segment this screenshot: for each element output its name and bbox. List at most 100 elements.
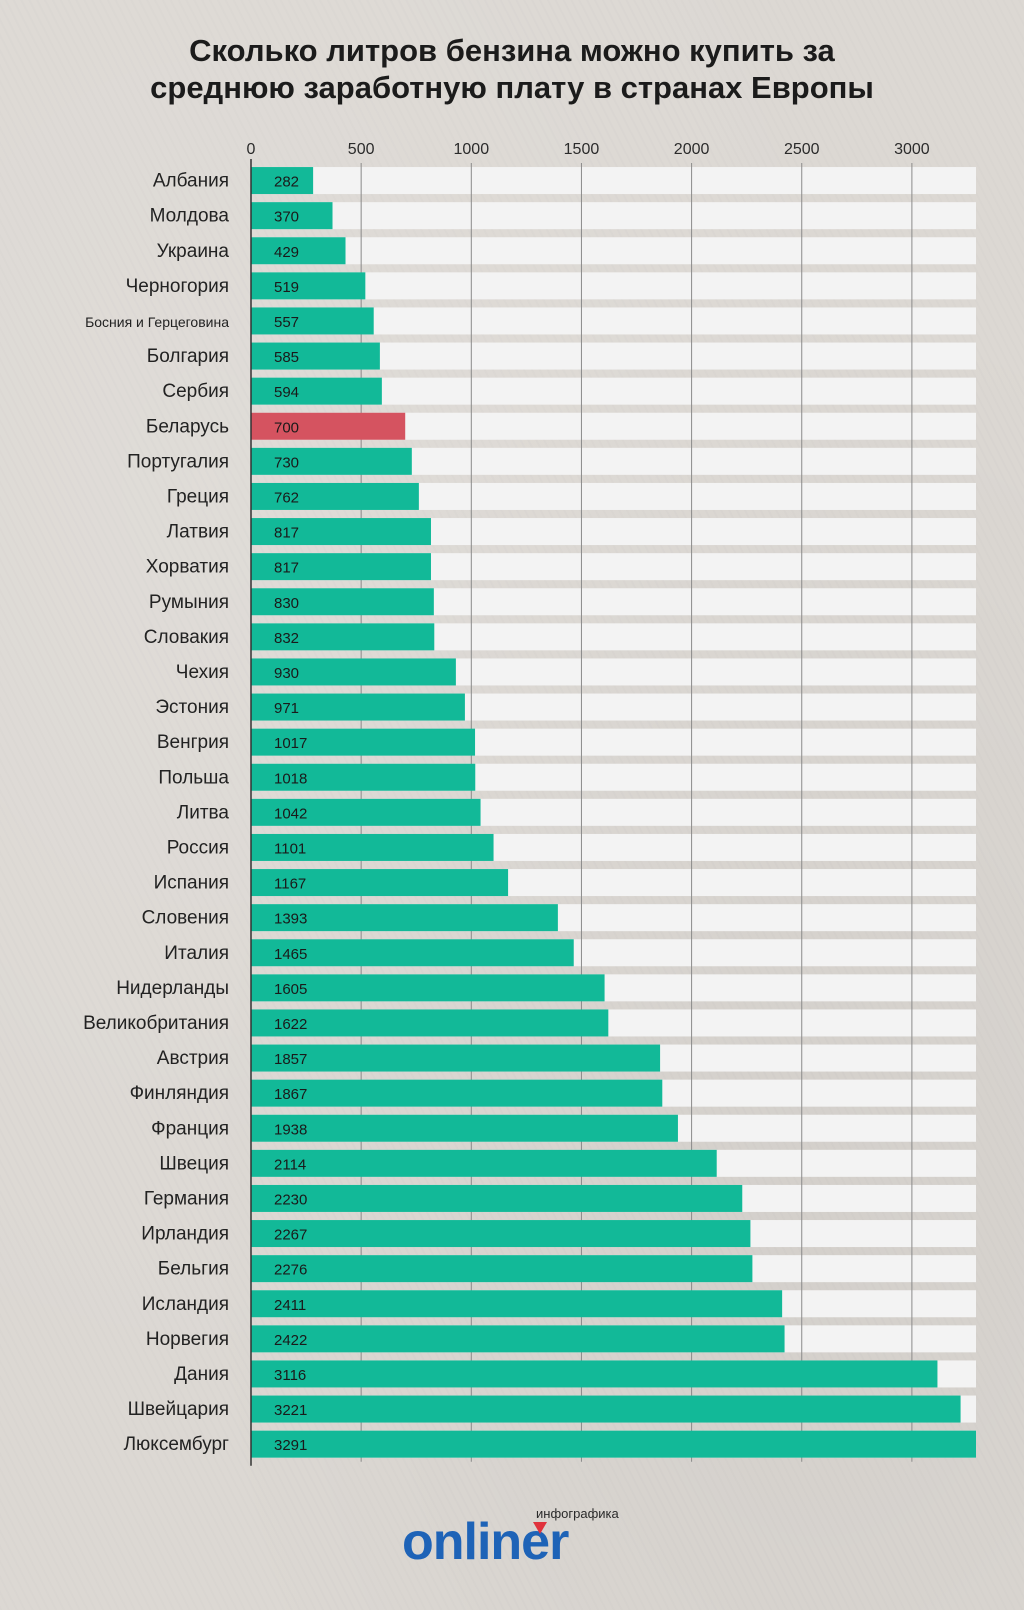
bar [251, 1009, 609, 1037]
bar-value-label: 594 [274, 384, 299, 401]
x-tick-label: 1500 [564, 141, 600, 158]
onliner-logo: инфографика onliner [402, 1498, 632, 1571]
bar [251, 1430, 976, 1458]
bar-value-label: 3221 [274, 1402, 307, 1419]
bar-value-label: 1938 [274, 1121, 307, 1138]
bar-value-label: 2422 [274, 1332, 307, 1349]
bar [251, 553, 431, 581]
category-label: Португалия [127, 451, 229, 472]
category-label: Сербия [162, 381, 229, 402]
category-label: Дания [174, 1364, 229, 1385]
bar [251, 1360, 938, 1388]
bar [251, 1149, 717, 1177]
bar-value-label: 832 [274, 630, 299, 647]
x-tick-label: 2500 [784, 141, 820, 158]
category-label: Польша [158, 767, 229, 788]
bar [251, 237, 346, 265]
x-tick-label: 0 [247, 141, 256, 158]
logo-subtitle: инфографика [536, 1506, 619, 1521]
bar [251, 1114, 678, 1142]
bar [251, 763, 476, 791]
bar [251, 342, 380, 370]
bar-value-label: 700 [274, 419, 299, 436]
x-tick-label: 1000 [454, 141, 490, 158]
bar-value-label: 971 [274, 700, 299, 717]
category-label: Латвия [167, 522, 229, 543]
bar [251, 623, 435, 651]
bar [251, 974, 605, 1002]
row-track [251, 237, 976, 265]
bar [251, 307, 374, 335]
bar-value-label: 2114 [274, 1156, 306, 1173]
category-label: Франция [151, 1118, 229, 1139]
category-label: Исландия [142, 1294, 229, 1315]
category-label: Молдова [150, 206, 230, 227]
category-label: Ирландия [141, 1224, 229, 1245]
bar [251, 1290, 783, 1318]
bar-value-label: 1622 [274, 1016, 307, 1033]
bar [251, 447, 412, 475]
category-label: Норвегия [146, 1329, 229, 1350]
category-label: Нидерланды [116, 978, 229, 999]
bar [251, 1184, 743, 1212]
bar-value-label: 1857 [274, 1051, 307, 1068]
bar-value-label: 930 [274, 665, 299, 682]
bar-value-label: 762 [274, 489, 299, 506]
bar [251, 377, 382, 405]
category-label: Италия [164, 943, 229, 964]
row-track [251, 202, 976, 230]
bar [251, 588, 434, 616]
bar-value-label: 830 [274, 595, 299, 612]
bar [251, 658, 456, 686]
category-label: Словения [142, 908, 229, 929]
bar-value-label: 1101 [274, 840, 306, 857]
bar [251, 272, 366, 300]
bar-value-label: 585 [274, 349, 299, 366]
bar-value-label: 1867 [274, 1086, 307, 1103]
bar-value-label: 817 [274, 525, 299, 542]
bar [251, 939, 574, 967]
bar [251, 1325, 785, 1353]
bar-value-label: 1465 [274, 946, 307, 963]
category-label: Черногория [126, 276, 229, 297]
category-label: Украина [157, 241, 230, 262]
logo-accent-icon [533, 1522, 547, 1534]
bar-value-label: 817 [274, 560, 299, 577]
bar-value-label: 370 [274, 209, 299, 226]
category-label: Словакия [144, 627, 229, 648]
category-label: Греция [167, 486, 229, 507]
chart-title-line-2: среднюю заработную плату в странах Европ… [150, 70, 874, 105]
bar-value-label: 2267 [274, 1227, 307, 1244]
bar [251, 728, 476, 756]
bar [251, 869, 509, 897]
category-label: Испания [154, 873, 229, 894]
category-label: Австрия [157, 1048, 229, 1069]
x-tick-label: 500 [348, 141, 375, 158]
category-label: Хорватия [146, 557, 229, 578]
category-label: Швеция [159, 1153, 229, 1174]
bar-value-label: 557 [274, 314, 299, 331]
row-track [251, 272, 976, 300]
bar [251, 482, 419, 510]
category-label: Албания [153, 171, 229, 192]
category-label: Великобритания [83, 1013, 229, 1034]
x-tick-label: 2000 [674, 141, 710, 158]
bar [251, 693, 465, 721]
bar-value-label: 2230 [274, 1191, 307, 1208]
bar-value-label: 1605 [274, 981, 307, 998]
bar-value-label: 519 [274, 279, 299, 296]
bar-value-label: 429 [274, 244, 299, 261]
bar-value-label: 2411 [274, 1297, 306, 1314]
category-label: Германия [144, 1188, 229, 1209]
chart-title-line-1: Сколько литров бензина можно купить за [189, 33, 835, 68]
category-label: Чехия [176, 662, 229, 683]
category-label: Россия [167, 837, 229, 858]
bar [251, 833, 494, 861]
category-label: Финляндия [130, 1083, 229, 1104]
bar-value-label: 282 [274, 174, 299, 191]
bar-value-label: 1042 [274, 805, 307, 822]
bar [251, 1220, 751, 1248]
bar [251, 1395, 961, 1423]
bar [251, 1044, 661, 1072]
category-label: Люксембург [124, 1434, 229, 1455]
